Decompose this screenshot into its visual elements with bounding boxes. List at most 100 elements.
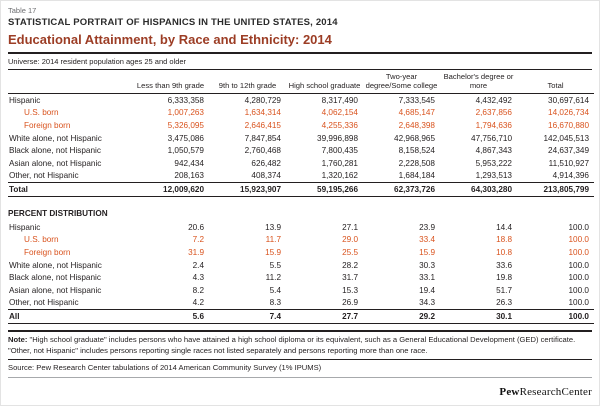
table-row: Black alone, not Hispanic 1,050,579 2,76… — [8, 145, 594, 158]
table-row: White alone, not Hispanic 2.4 5.5 28.2 3… — [8, 259, 594, 272]
page-footer: PewResearchCenter — [8, 377, 592, 400]
cell-value: 30,697,614 — [548, 95, 589, 105]
note-label: Note: — [8, 334, 28, 344]
cell-value: 100.0 — [568, 235, 590, 245]
table-row: Foreign born 31.9 15.9 25.5 15.9 10.8 10… — [8, 246, 594, 259]
cell-value: 30.1 — [440, 309, 517, 324]
cell-value: 51.7 — [496, 285, 512, 295]
cell-value: 15,923,907 — [209, 182, 286, 198]
cell-value: 5,326,095 — [167, 121, 204, 131]
cell-value: 8.2 — [192, 285, 204, 295]
row-label: Other, not Hispanic — [9, 171, 79, 181]
row-label: White alone, not Hispanic — [9, 133, 102, 143]
cell-value: 2,648,398 — [398, 121, 435, 131]
percent-body: Hispanic 20.6 13.9 27.1 23.9 14.4 100.0 … — [8, 221, 594, 324]
logo-text-rest: ResearchCenter — [519, 386, 592, 398]
table-row: Total 12,009,620 15,923,907 59,195,266 6… — [8, 182, 594, 198]
cell-value: 2,760,468 — [244, 146, 281, 156]
cell-value: 14,026,734 — [548, 108, 589, 118]
table-row: Asian alone, not Hispanic 8.2 5.4 15.3 1… — [8, 284, 594, 297]
cell-value: 11.7 — [265, 235, 281, 245]
column-header-blank — [8, 70, 132, 95]
cell-value: 6,333,358 — [167, 95, 204, 105]
cell-value: 100.0 — [568, 260, 590, 270]
cell-value: 5.5 — [269, 260, 281, 270]
cell-value: 5,953,222 — [475, 158, 512, 168]
counts-table: Less than 9th grade 9th to 12th grade Hi… — [8, 70, 594, 198]
table-row: All 5.6 7.4 27.7 29.2 30.1 100.0 — [8, 309, 594, 324]
table-row: Hispanic 6,333,358 4,280,729 8,317,490 7… — [8, 94, 594, 107]
cell-value: 34.3 — [419, 298, 435, 308]
column-header: Total — [517, 70, 594, 95]
cell-value: 27.1 — [342, 222, 358, 232]
column-header: Two-year degree/Some college — [363, 70, 440, 95]
percent-table: Hispanic 20.6 13.9 27.1 23.9 14.4 100.0 … — [8, 221, 594, 324]
row-label: Foreign born — [24, 247, 71, 257]
heavy-divider — [8, 52, 592, 54]
cell-value: 2.4 — [192, 260, 204, 270]
table-row: Foreign born 5,326,095 2,646,415 4,255,3… — [8, 119, 594, 132]
column-header: 9th to 12th grade — [209, 70, 286, 95]
row-label: Black alone, not Hispanic — [9, 273, 101, 283]
cell-value: 7,333,545 — [398, 95, 435, 105]
row-label: Other, not Hispanic — [9, 298, 79, 308]
cell-value: 7.2 — [192, 235, 204, 245]
cell-value: 59,195,266 — [286, 182, 363, 198]
table-row: U.S. born 1,007,263 1,634,314 4,062,154 … — [8, 107, 594, 120]
cell-value: 8.3 — [269, 298, 281, 308]
cell-value: 4.3 — [192, 273, 204, 283]
source-line: Source: Pew Research Center tabulations … — [8, 359, 592, 372]
cell-value: 30.3 — [419, 260, 435, 270]
cell-value: 4,255,336 — [321, 121, 358, 131]
cell-value: 47,756,710 — [471, 133, 512, 143]
cell-value: 13.9 — [265, 222, 281, 232]
cell-value: 100.0 — [568, 222, 590, 232]
cell-value: 24,637,349 — [548, 146, 589, 156]
table-row: Asian alone, not Hispanic 942,434 626,48… — [8, 157, 594, 170]
cell-value: 8,317,490 — [321, 95, 358, 105]
cell-value: 4,432,492 — [475, 95, 512, 105]
cell-value: 213,805,799 — [517, 182, 594, 198]
cell-value: 14.4 — [496, 222, 512, 232]
cell-value: 28.2 — [342, 260, 358, 270]
cell-value: 1,760,281 — [321, 158, 358, 168]
row-label: All — [8, 309, 132, 324]
cell-value: 42,968,965 — [394, 133, 435, 143]
thin-divider — [8, 69, 592, 70]
cell-value: 100.0 — [568, 285, 590, 295]
cell-value: 11,510,927 — [548, 158, 589, 168]
cell-value: 4,867,343 — [475, 146, 512, 156]
universe-note: Universe: 2014 resident population ages … — [8, 57, 187, 66]
cell-value: 7.4 — [209, 309, 286, 324]
cell-value: 4,280,729 — [244, 95, 281, 105]
cell-value: 15.3 — [342, 285, 358, 295]
cell-value: 100.0 — [568, 273, 590, 283]
cell-value: 12,009,620 — [132, 182, 209, 198]
cell-value: 19.8 — [496, 273, 512, 283]
cell-value: 1,293,513 — [475, 171, 512, 181]
table-row: Other, not Hispanic 208,163 408,374 1,32… — [8, 170, 594, 183]
cell-value: 31.7 — [342, 273, 358, 283]
row-label: Hispanic — [9, 222, 41, 232]
cell-value: 100.0 — [568, 298, 590, 308]
cell-value: 5.4 — [269, 285, 281, 295]
row-label: Black alone, not Hispanic — [9, 146, 101, 156]
cell-value: 20.6 — [188, 222, 204, 232]
cell-value: 3,475,086 — [167, 133, 204, 143]
cell-value: 7,847,854 — [244, 133, 281, 143]
cell-value: 7,800,435 — [321, 146, 358, 156]
cell-value: 100.0 — [517, 309, 594, 324]
cell-value: 15.9 — [419, 247, 435, 257]
table-row: White alone, not Hispanic 3,475,086 7,84… — [8, 132, 594, 145]
cell-value: 15.9 — [265, 247, 281, 257]
cell-value: 23.9 — [419, 222, 435, 232]
cell-value: 5.6 — [132, 309, 209, 324]
cell-value: 33.4 — [419, 235, 435, 245]
cell-value: 64,303,280 — [440, 182, 517, 198]
cell-value: 26.3 — [496, 298, 512, 308]
percent-distribution-header: PERCENT DISTRIBUTION — [8, 209, 108, 219]
cell-value: 26.9 — [342, 298, 358, 308]
row-label: White alone, not Hispanic — [9, 260, 102, 270]
note: Note: "High school graduate" includes pe… — [8, 329, 592, 356]
cell-value: 1,320,162 — [321, 171, 358, 181]
